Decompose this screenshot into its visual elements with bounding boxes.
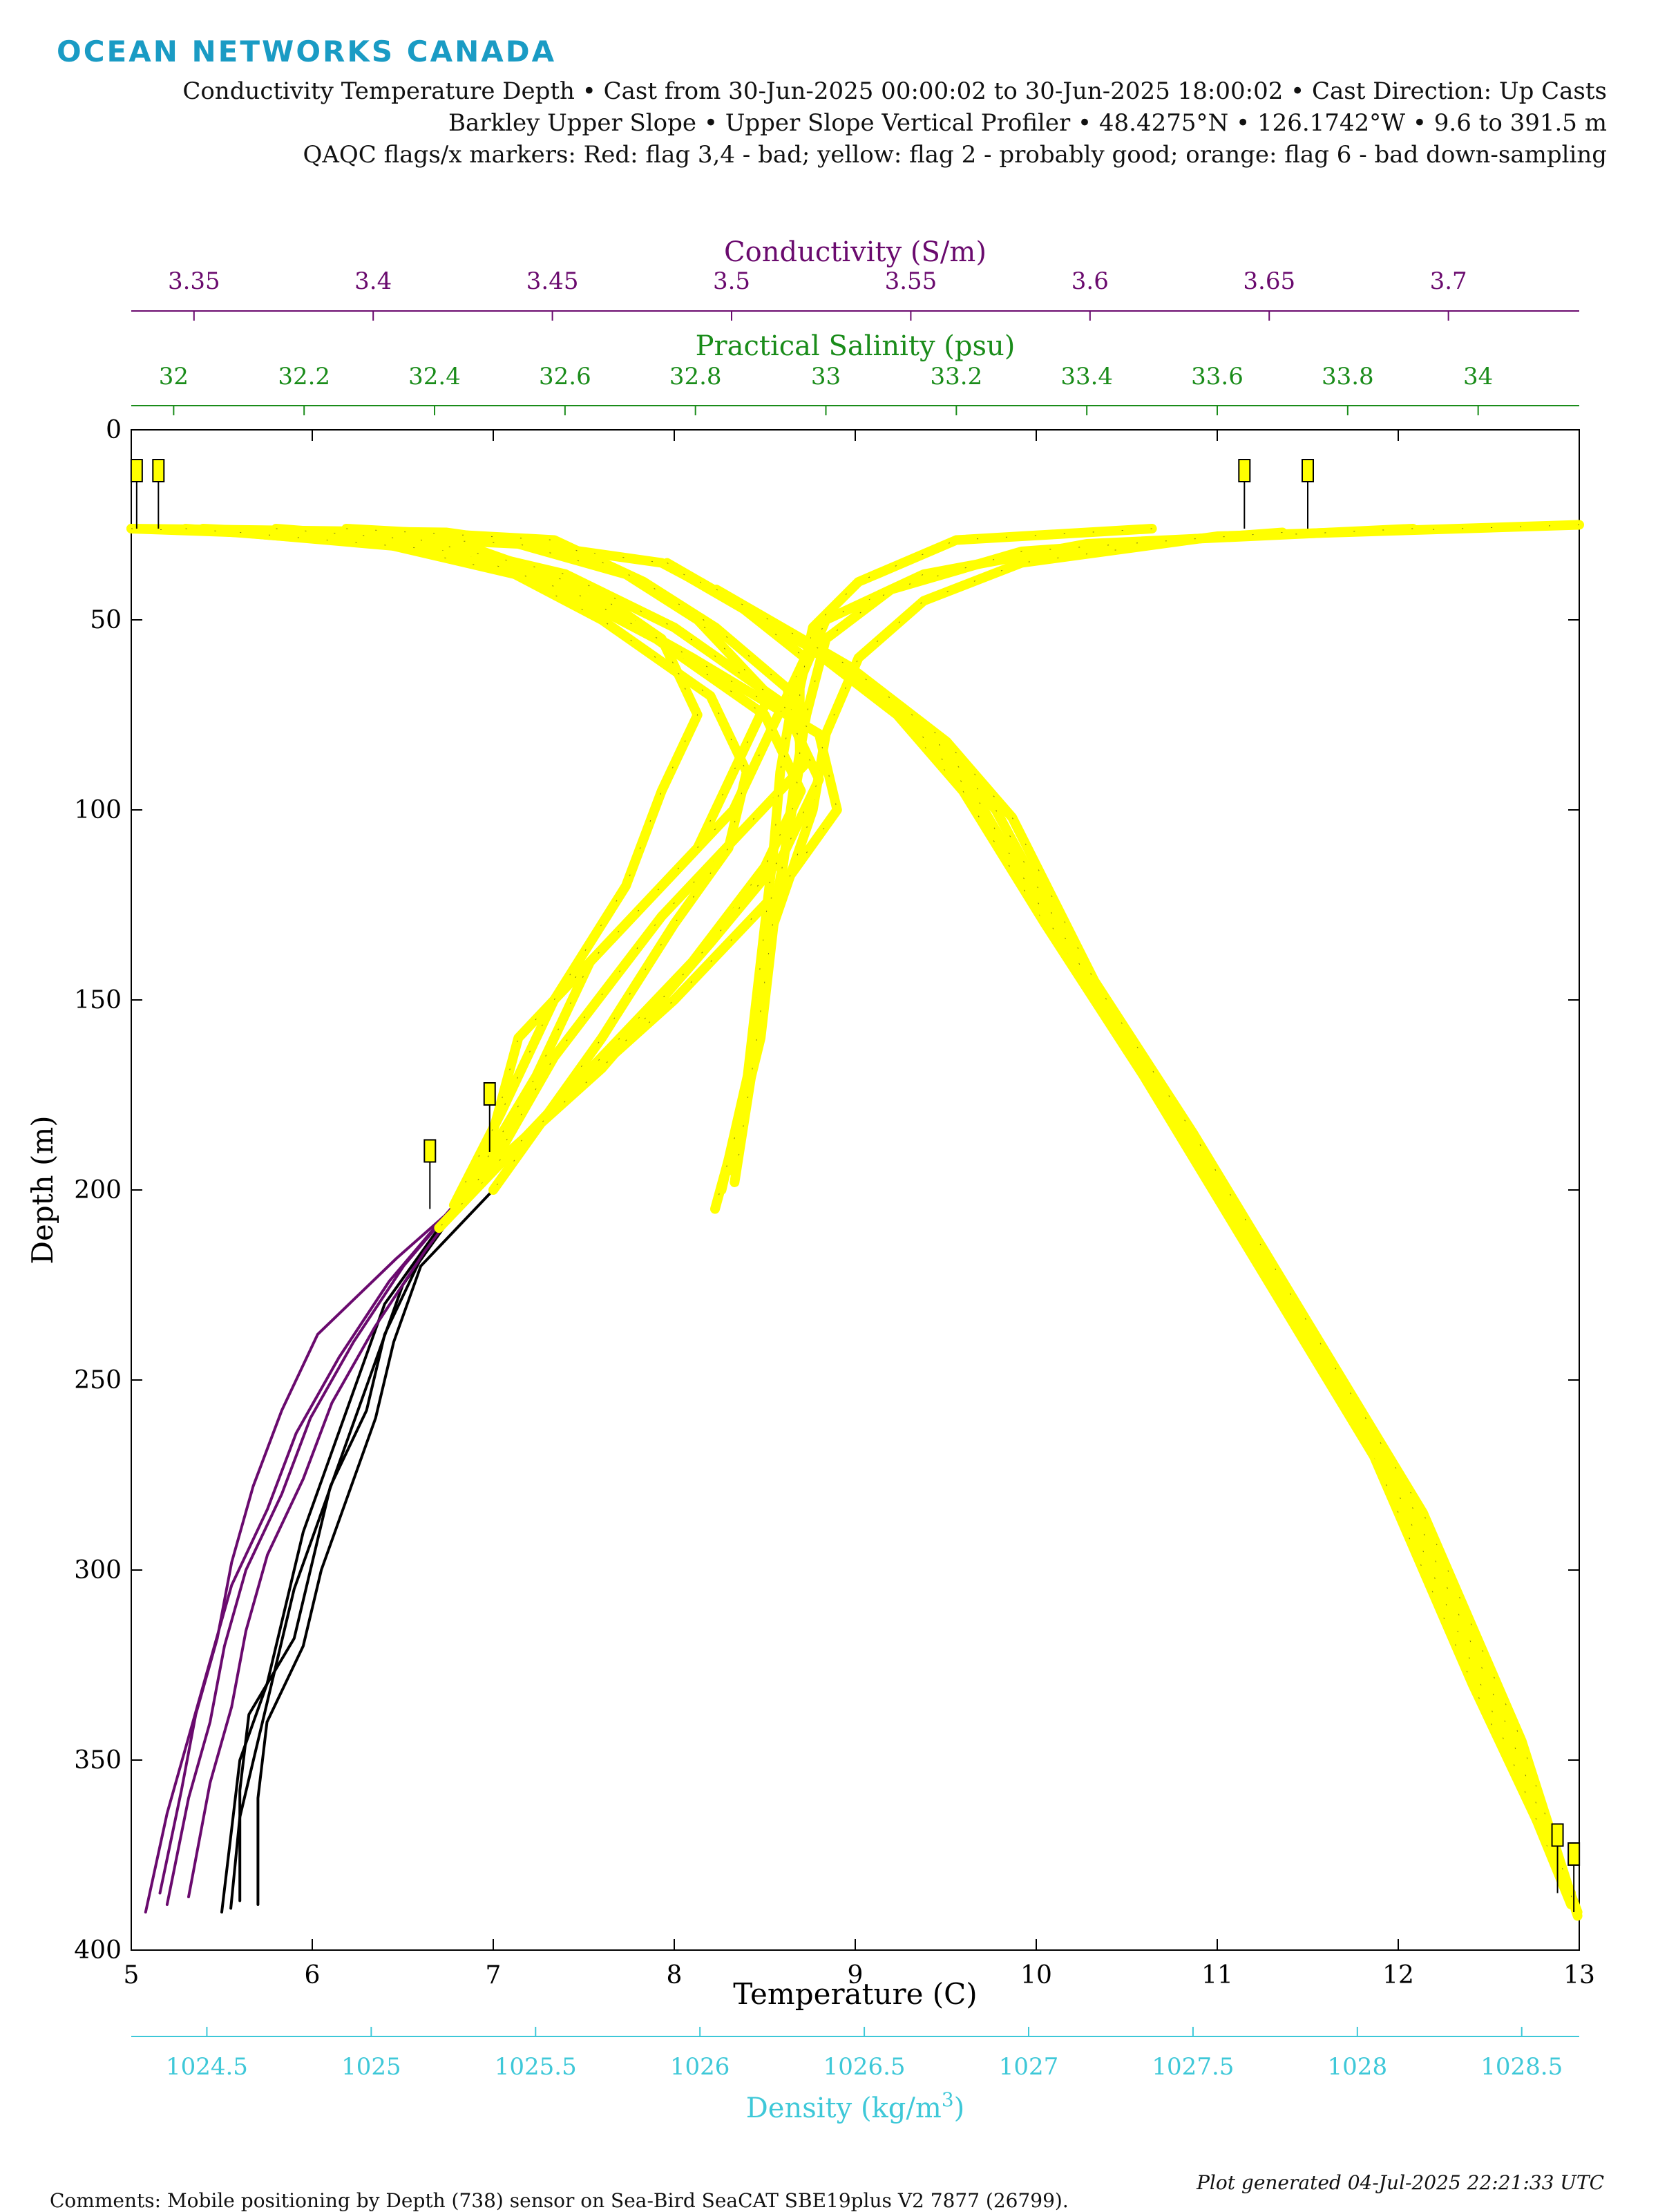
temperature-axis-tick-label: 7	[486, 1961, 502, 1989]
density-axis-tick-label: 1025.5	[495, 2053, 577, 2081]
temperature-cast-line	[256, 1189, 495, 1906]
depth-axis-tick-label: 0	[106, 416, 122, 444]
temperature-axis-tick-label: 6	[305, 1961, 321, 1989]
conductivity-axis-tick-label: 3.45	[526, 267, 579, 295]
salinity-axis-tick-label: 33.6	[1191, 363, 1244, 390]
temperature-axis-tick-label: 11	[1201, 1961, 1233, 1989]
conductivity-axis-tick-label: 3.55	[885, 267, 937, 295]
conductivity-axis-tick-label: 3.7	[1430, 267, 1467, 295]
temperature-axis-tick-label: 12	[1382, 1961, 1414, 1989]
density-axis-tick-label: 1027.5	[1152, 2053, 1234, 2081]
salinity-axis-tick-label: 33	[811, 363, 841, 390]
qaqc-flag-marker	[1302, 459, 1314, 482]
salinity-axis-tick-label: 32	[159, 363, 189, 390]
temperature-cast-line	[229, 1207, 459, 1910]
qaqc-flag-marker	[1551, 1823, 1564, 1847]
depth-axis-tick-label: 200	[74, 1176, 122, 1204]
qaqc-flags	[130, 459, 1581, 1912]
temperature-cast-line	[180, 524, 806, 1214]
qaqc-flag-marker	[130, 459, 143, 482]
salinity-axis-tick-label: 32.2	[278, 363, 330, 390]
temperature-axis-tick-label: 13	[1563, 1961, 1595, 1989]
qaqc-flag-marker	[1238, 459, 1251, 482]
qaqc-flag-marker	[423, 1139, 437, 1163]
conductivity-axis-tick-label: 3.65	[1243, 267, 1295, 295]
salinity-axis-tick-label: 32.6	[539, 363, 591, 390]
temperature-axis-tick-label: 9	[848, 1961, 864, 1989]
depth-axis-tick-label: 250	[74, 1366, 122, 1395]
depth-axis-tick-label: 100	[74, 796, 122, 824]
temperature-cast-line	[220, 1227, 441, 1913]
conductivity-cast-line	[198, 524, 774, 1195]
depth-axis-tick-label: 50	[90, 606, 122, 634]
temperature-cast-trace	[131, 528, 747, 1191]
plot-frame: 5 6 7 8 9 10 11 12 13 Temperature (C) 0 50 100 150 200…	[26, 416, 1595, 2011]
salinity-axis-label: Practical Salinity (psu)	[696, 330, 1016, 362]
conductivity-axis-label: Conductivity (S/m)	[724, 236, 987, 268]
density-axis-tick-label: 1026.5	[823, 2053, 906, 2081]
density-cast-trace	[716, 589, 1579, 1916]
data-series	[126, 520, 1584, 1921]
density-axis: 1024.5 1025 1025.5 1026 1026.5 1027 1027.5 1028…	[131, 2027, 1579, 2124]
conductivity-cast-line	[158, 1181, 484, 1895]
salinity-axis-tick-label: 33.8	[1322, 363, 1374, 390]
salinity-cast-line	[716, 524, 1418, 1195]
temperature-cast-line	[271, 524, 824, 1187]
density-axis-tick-label: 1024.5	[166, 2053, 248, 2081]
density-axis-tick-label: 1027	[999, 2053, 1059, 2081]
comments-footer: Comments: Mobile positioning by Depth (7…	[50, 2189, 1069, 2212]
temperature-axis-tick-label: 5	[124, 1961, 140, 1989]
temperature-axis-label: Temperature (C)	[733, 1977, 977, 2011]
plot-generated-timestamp: Plot generated 04-Jul-2025 22:21:33 UTC	[1197, 2171, 1604, 2194]
qaqc-flag-marker	[152, 459, 165, 482]
salinity-axis-tick-label: 34	[1463, 363, 1493, 390]
temperature-axis-tick-label: 8	[667, 1961, 683, 1989]
conductivity-axis-tick-label: 3.35	[168, 267, 220, 295]
density-axis-label: Density (kg/m3)	[746, 2088, 965, 2125]
depth-axis-label: Depth (m)	[26, 1115, 59, 1264]
plot-header-cast-info: Conductivity Temperature Depth • Cast fr…	[182, 77, 1607, 105]
plot-header-qaqc-legend: QAQC flags/x markers: Red: flag 3,4 - ba…	[303, 141, 1607, 169]
qaqc-flag-marker	[483, 1082, 496, 1106]
conductivity-cast-line	[144, 1204, 455, 1913]
density-cast-line	[712, 585, 1583, 1921]
conductivity-axis-tick-label: 3.5	[713, 267, 750, 295]
salinity-axis-tick-label: 33.2	[930, 363, 982, 390]
temperature-cast-line	[126, 524, 752, 1195]
temperature-axis-tick-label: 10	[1020, 1961, 1052, 1989]
qaqc-flag-marker	[1568, 1842, 1581, 1866]
temperature-cast-line	[238, 1181, 477, 1902]
depth-axis-tick-label: 300	[74, 1556, 122, 1585]
conductivity-cast-line	[187, 1173, 484, 1898]
salinity-axis-tick-label: 32.4	[408, 363, 461, 390]
depth-axis-tick-label: 400	[74, 1936, 122, 1965]
depth-axis-tick-label: 350	[74, 1746, 122, 1775]
conductivity-axis-tick-label: 3.6	[1071, 267, 1109, 295]
depth-axis-tick-label: 150	[74, 986, 122, 1014]
salinity-axis-tick-label: 33.4	[1060, 363, 1113, 390]
density-axis-tick-label: 1028.5	[1480, 2053, 1563, 2081]
density-axis-tick-label: 1026	[670, 2053, 730, 2081]
density-axis-tick-label: 1025	[341, 2053, 401, 2081]
conductivity-axis-tick-label: 3.4	[354, 267, 392, 295]
density-axis-tick-label: 1028	[1328, 2053, 1388, 2081]
conductivity-axis: 3.35 3.4 3.45 3.5 3.55 3.6 3.65 3.7 Conductivity…	[131, 236, 1579, 321]
salinity-axis: 32 32.2 32.4 32.6 32.8 33 33.2 33.4 33.6 33.8 34 Pr…	[131, 330, 1579, 415]
temperature-cast-trace	[276, 528, 820, 1183]
salinity-axis-tick-label: 32.8	[669, 363, 722, 390]
conductivity-cast-line	[165, 1189, 470, 1906]
ocean-networks-canada-logo: OCEAN NETWORKS CANADA	[57, 35, 557, 68]
plot-header-location: Barkley Upper Slope • Upper Slope Vertic…	[448, 109, 1607, 137]
